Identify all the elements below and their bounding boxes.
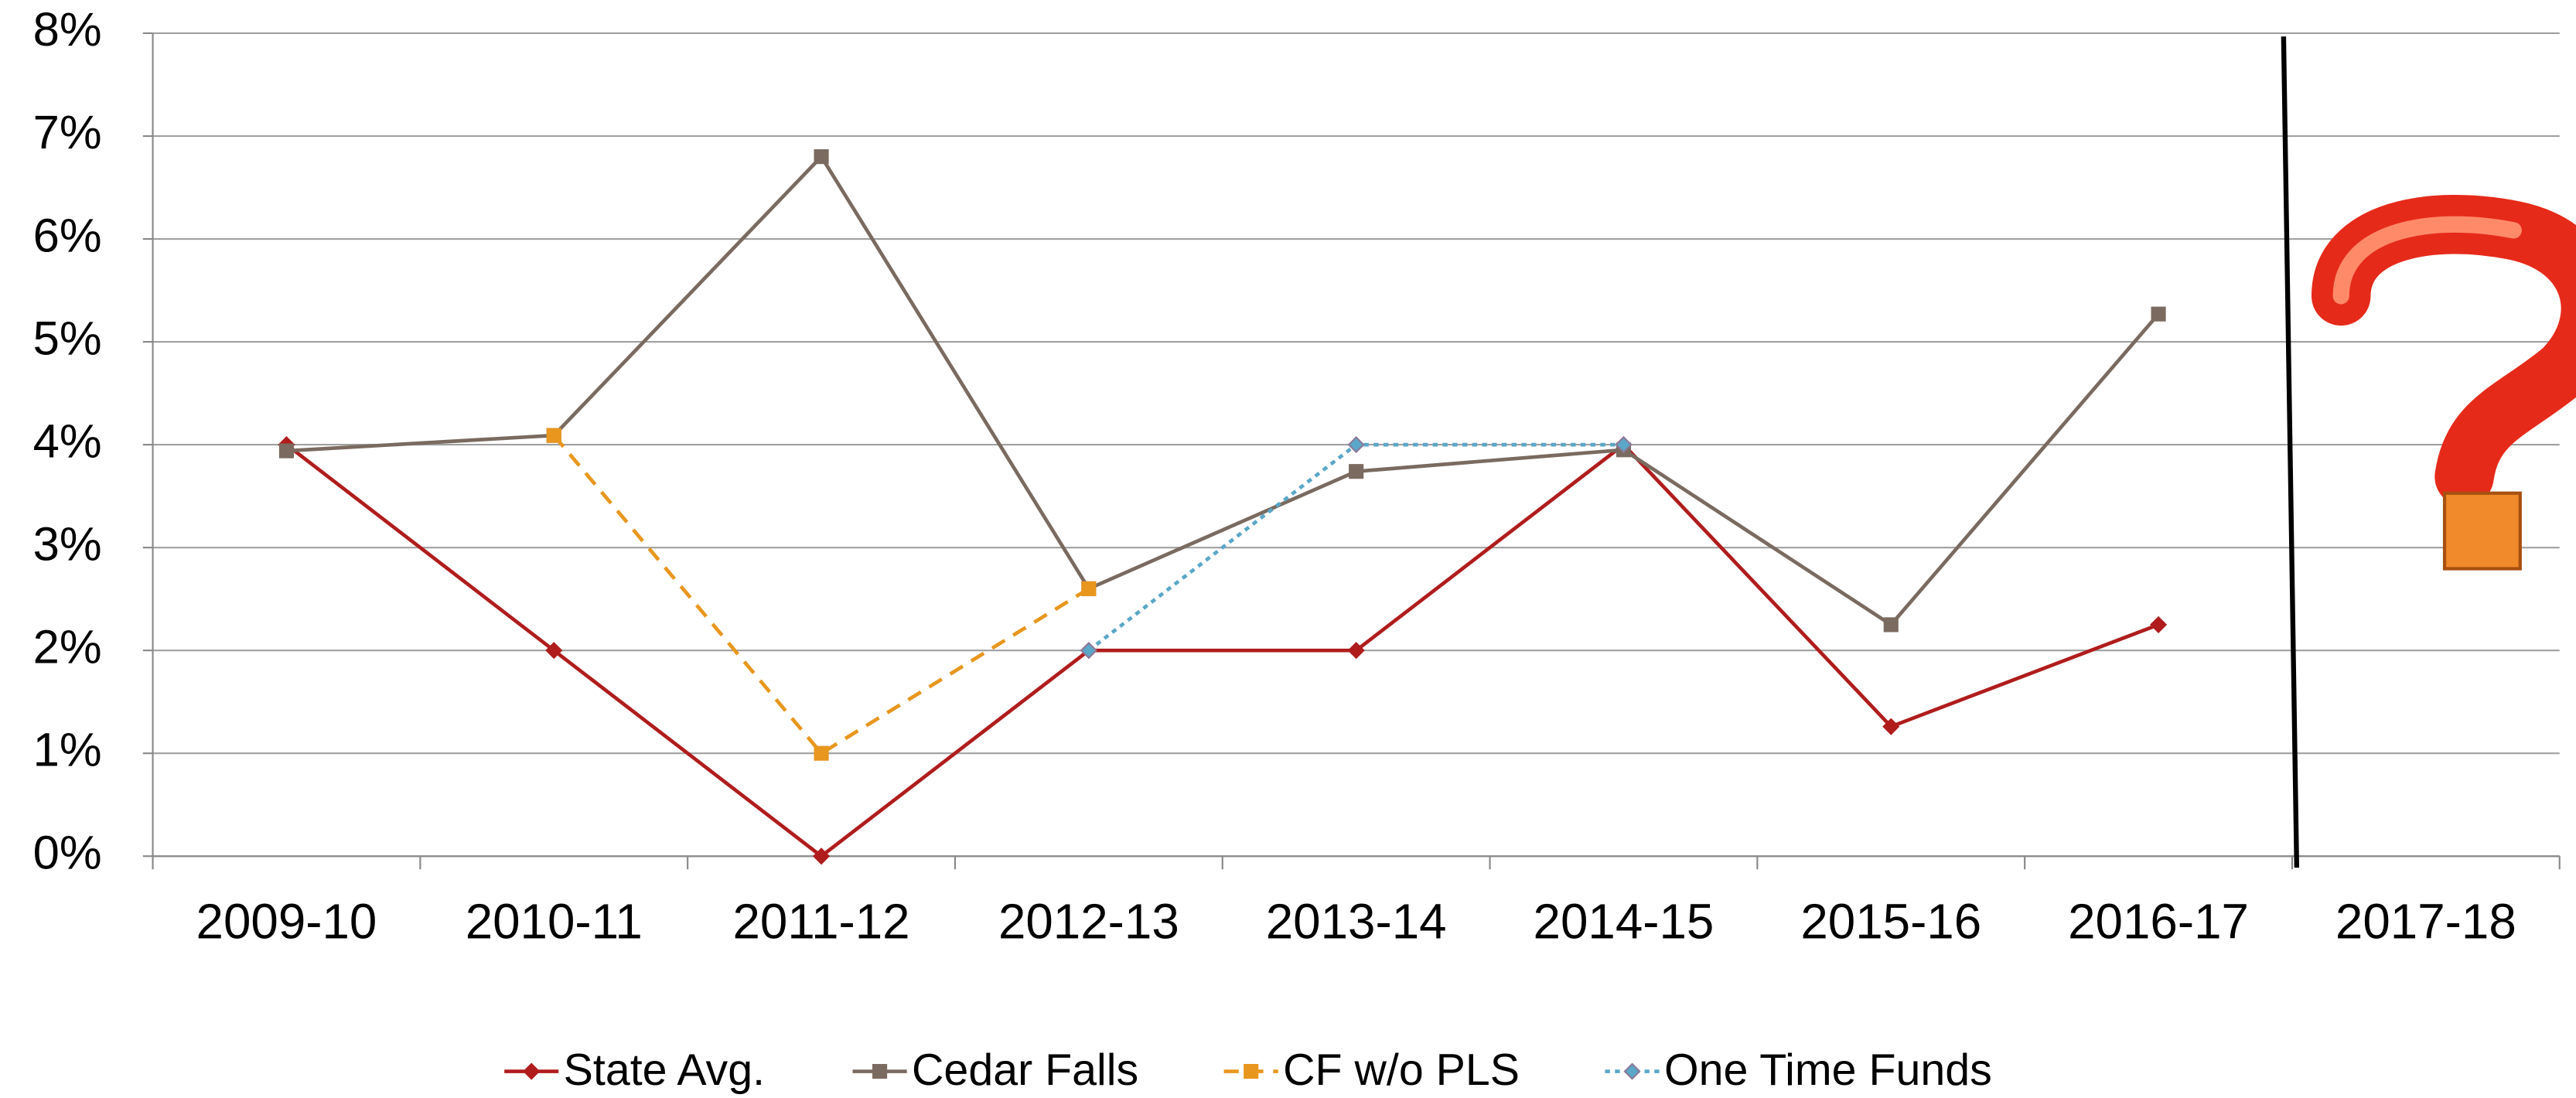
series-line [554,435,1089,753]
x-tick-label: 2017-18 [2335,893,2516,949]
y-tick-label: 8% [33,3,102,56]
marker [547,428,561,443]
marker [524,1064,539,1079]
x-tick-label: 2009-10 [196,893,377,949]
legend-label: One Time Funds [1664,1045,1992,1095]
y-tick-label: 6% [33,209,102,262]
marker [1081,581,1096,596]
marker [1244,1064,1258,1079]
marker [1349,464,1363,479]
y-tick-label: 4% [33,414,102,468]
chart: 0% 1% 2% 3% 4% 5% 6% 7% 8% 2009-10 2010-11 2011-12 2… [0,0,2576,1098]
x-tick-label: 2015-16 [1800,893,1981,949]
marker [814,746,829,761]
legend-label: State Avg. [564,1045,765,1095]
legend-label: CF w/o PLS [1283,1045,1520,1095]
plot [279,149,2166,864]
x-tick-label: 2013-14 [1266,893,1447,949]
x-tick-label: 2011-12 [733,893,910,949]
marker [814,149,829,164]
y-tick-label: 1% [33,723,102,776]
page: {"chart_data": { "type": "line", "catego… [0,0,2576,1098]
marker [2151,307,2165,322]
marker [872,1064,887,1079]
marker [279,444,294,459]
x-tick-label: 2010-11 [466,893,643,949]
y-tick-label: 5% [33,312,102,365]
marker [1884,617,1899,632]
question-mark-icon [2341,224,2576,568]
x-tick-label: 2016-17 [2068,893,2249,949]
y-tick-label: 3% [33,517,102,571]
divider-line [2284,36,2297,868]
y-tick-label: 2% [33,620,102,673]
series-line [286,157,2158,625]
grid: 0% 1% 2% 3% 4% 5% 6% 7% 8% 2009-10 2010-11 2011-12 2… [33,3,2560,949]
legend-label: Cedar Falls [912,1045,1138,1095]
y-tick-label: 7% [33,106,102,159]
marker [1625,1064,1639,1079]
marker [2151,617,2165,632]
x-tick-label: 2014-15 [1534,893,1714,949]
x-tick-label: 2012-13 [998,893,1179,949]
legend: State Avg. Cedar Falls CF w/o PLS One Time … [504,1045,1992,1095]
y-tick-label: 0% [33,827,102,880]
